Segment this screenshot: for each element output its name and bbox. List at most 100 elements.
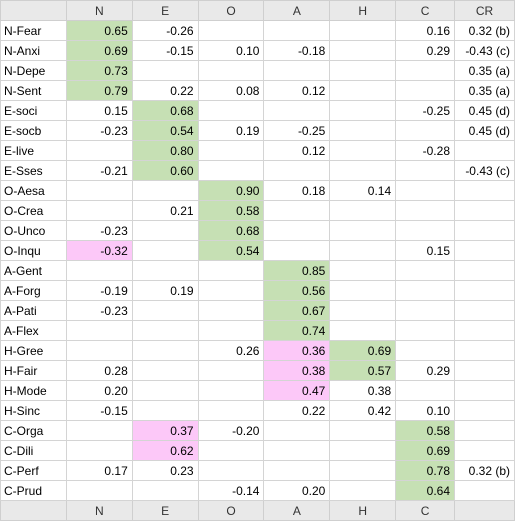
cell-cr[interactable] [454,180,515,201]
cell-a[interactable] [263,220,331,241]
cell-o[interactable]: -0.20 [197,420,265,441]
cell-o[interactable] [197,20,265,41]
row-label[interactable]: E-Sses [0,160,67,181]
cell-o[interactable]: 0.10 [197,40,265,61]
cell-n[interactable]: -0.19 [65,280,133,301]
cell-a[interactable]: 0.18 [263,180,331,201]
cell-e[interactable]: -0.15 [131,40,199,61]
cell-n[interactable] [65,260,133,281]
cell-c[interactable] [395,120,455,141]
cell-cr[interactable] [454,380,515,401]
row-label[interactable]: N-Depe [0,60,67,81]
row-label[interactable]: C-Orga [0,420,67,441]
cell-cr[interactable] [454,480,515,501]
row-label[interactable]: O-Inqu [0,240,67,261]
cell-o[interactable] [197,100,265,121]
cell-a[interactable]: -0.25 [263,120,331,141]
cell-e[interactable]: 0.54 [131,120,199,141]
cell-e[interactable]: 0.37 [131,420,199,441]
cell-cr[interactable]: 0.35 (a) [454,60,515,81]
cell-n[interactable]: 0.17 [65,460,133,481]
cell-n[interactable] [65,140,133,161]
row-label[interactable]: H-Mode [0,380,67,401]
cell-h[interactable] [329,460,397,481]
row-label[interactable]: N-Sent [0,80,67,101]
cell-e[interactable] [131,60,199,81]
cell-n[interactable]: -0.32 [65,240,133,261]
cell-cr[interactable] [454,200,515,221]
cell-c[interactable]: -0.28 [395,140,455,161]
cell-n[interactable] [65,180,133,201]
cell-cr[interactable]: 0.45 (d) [454,100,515,121]
cell-a[interactable]: 0.47 [263,380,331,401]
cell-cr[interactable]: 0.45 (d) [454,120,515,141]
cell-h[interactable] [329,140,397,161]
column-header-c[interactable]: C [395,0,455,21]
column-header-a[interactable]: A [263,500,331,521]
cell-a[interactable] [263,160,331,181]
cell-n[interactable]: -0.21 [65,160,133,181]
cell-e[interactable] [131,320,199,341]
cell-c[interactable] [395,340,455,361]
cell-a[interactable] [263,200,331,221]
cell-n[interactable] [65,340,133,361]
cell-a[interactable] [263,460,331,481]
cell-a[interactable] [263,20,331,41]
cell-e[interactable]: 0.23 [131,460,199,481]
cell-o[interactable] [197,140,265,161]
cell-h[interactable] [329,120,397,141]
cell-c[interactable] [395,220,455,241]
cell-o[interactable] [197,260,265,281]
cell-e[interactable] [131,340,199,361]
cell-a[interactable] [263,420,331,441]
cell-e[interactable] [131,360,199,381]
cell-h[interactable]: 0.57 [329,360,397,381]
cell-o[interactable] [197,300,265,321]
cell-h[interactable] [329,280,397,301]
column-header-cr[interactable]: CR [454,0,515,21]
cell-cr[interactable] [454,360,515,381]
column-header-n[interactable]: N [65,500,133,521]
cell-a[interactable]: 0.22 [263,400,331,421]
cell-n[interactable]: 0.20 [65,380,133,401]
cell-h[interactable] [329,80,397,101]
cell-a[interactable]: 0.38 [263,360,331,381]
column-header-e[interactable]: E [131,500,199,521]
cell-c[interactable] [395,300,455,321]
cell-a[interactable] [263,440,331,461]
cell-n[interactable]: 0.28 [65,360,133,381]
cell-o[interactable]: 0.08 [197,80,265,101]
cell-o[interactable] [197,400,265,421]
cell-e[interactable]: 0.62 [131,440,199,461]
cell-h[interactable] [329,480,397,501]
cell-c[interactable] [395,60,455,81]
cell-o[interactable] [197,380,265,401]
cell-n[interactable]: 0.73 [65,60,133,81]
cell-h[interactable] [329,200,397,221]
row-label[interactable]: H-Fair [0,360,67,381]
cell-a[interactable]: -0.18 [263,40,331,61]
cell-c[interactable]: 0.15 [395,240,455,261]
cell-cr[interactable] [454,220,515,241]
cell-n[interactable]: 0.65 [65,20,133,41]
cell-cr[interactable] [454,300,515,321]
column-header-e[interactable]: E [131,0,199,21]
cell-cr[interactable] [454,420,515,441]
cell-cr[interactable]: 0.32 (b) [454,20,515,41]
cell-c[interactable] [395,320,455,341]
cell-c[interactable] [395,380,455,401]
cell-o[interactable]: 0.90 [197,180,265,201]
cell-n[interactable]: 0.79 [65,80,133,101]
cell-c[interactable] [395,160,455,181]
cell-c[interactable]: 0.69 [395,440,455,461]
row-label[interactable]: E-live [0,140,67,161]
cell-c[interactable]: -0.25 [395,100,455,121]
row-label[interactable]: E-socb [0,120,67,141]
cell-h[interactable] [329,160,397,181]
cell-o[interactable] [197,60,265,81]
cell-e[interactable]: 0.19 [131,280,199,301]
cell-c[interactable] [395,80,455,101]
cell-c[interactable]: 0.29 [395,40,455,61]
cell-h[interactable]: 0.42 [329,400,397,421]
row-label[interactable]: N-Anxi [0,40,67,61]
